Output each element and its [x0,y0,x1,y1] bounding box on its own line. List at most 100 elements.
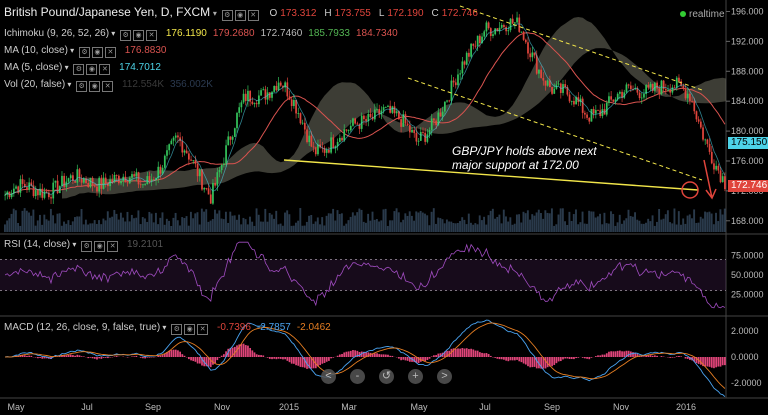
macd-hist-bar [704,357,707,367]
candle-body [533,52,536,56]
macd-hist-bar [343,352,346,357]
close-icon[interactable]: ✕ [197,324,209,335]
volume-bar [251,221,254,232]
candle-body [139,184,142,186]
candle-body [61,175,63,187]
candle-body [336,141,339,147]
settings-icon[interactable]: ⚙ [221,10,233,21]
macd-hist-bar [279,357,282,359]
macd-hist-bar [689,357,691,360]
symbol-title[interactable]: British Pound/Japanese Yen, D, FXCM [4,5,211,19]
legend-ichimoku[interactable]: Ichimoku (9, 26, 52, 26) ▾ ⚙ ◉ ✕ 176.1190 1… [4,28,398,41]
candle-body [441,111,444,117]
rsi-value: 19.2101 [126,239,164,250]
volume-bar [509,217,512,232]
macd-hist-bar [439,353,442,357]
reset-icon[interactable]: ↺ [379,369,394,384]
legend-macd[interactable]: MACD (12, 26, close, 9, false, true) ▾ ⚙… [4,322,331,335]
candle-body [671,87,674,93]
eye-icon[interactable]: ◉ [91,47,103,58]
close-icon[interactable]: ✕ [107,241,119,252]
macd-hist-bar [266,357,269,358]
close-icon[interactable]: ✕ [146,30,158,41]
legend-volume[interactable]: Vol (20, false) ▾ ⚙ ◉ ✕ 112.554K 356.002K [4,79,213,92]
zoom-in-icon[interactable]: + [408,369,423,384]
volume-bar [82,224,85,232]
eye-icon[interactable]: ◉ [86,64,98,75]
chevron-down-icon[interactable]: ▾ [160,323,167,332]
volume-bar [437,217,440,232]
close-icon[interactable]: ✕ [102,81,114,92]
legend-ma10[interactable]: MA (10, close) ▾ ⚙ ◉ ✕ 176.8830 [4,45,166,58]
macd-hist-bar [45,357,48,359]
volume-bar [505,216,507,232]
chevron-down-icon[interactable]: ▾ [212,9,217,18]
macd-hist-bar [437,353,440,357]
eye-icon[interactable]: ◉ [184,324,196,335]
macd-hist-bar [566,357,569,359]
legend-ma5[interactable]: MA (5, close) ▾ ⚙ ◉ ✕ 174.7012 [4,62,161,75]
volume-bar [270,214,273,232]
close-icon[interactable]: ✕ [104,47,116,58]
eye-icon[interactable]: ◉ [89,81,101,92]
volume-bar [349,216,352,232]
chevron-down-icon[interactable]: ▾ [65,80,72,89]
macd-hist-bar [363,351,365,357]
candle-body [231,136,234,140]
settings-icon[interactable]: ⚙ [81,241,93,252]
eye-icon[interactable]: ◉ [133,30,145,41]
candle-body [446,100,448,102]
chevron-down-icon[interactable]: ▾ [67,46,75,55]
chevron-down-icon[interactable]: ▾ [62,63,69,72]
close-icon[interactable]: ✕ [247,10,259,21]
candle-body [310,135,313,147]
settings-icon[interactable]: ⚙ [78,47,90,58]
chevron-down-icon[interactable]: ▾ [109,29,116,38]
eye-icon[interactable]: ◉ [234,10,246,21]
macd-hist-bar [356,350,359,357]
volume-values: 112.554K 356.002K [116,79,213,90]
volume-bar [100,224,103,232]
candle-body [15,186,17,189]
ma10-value: 176.8830 [124,45,167,56]
volume-bar [445,219,448,232]
macd-value: -2.0462 [296,322,331,333]
volume-bar [323,225,326,232]
candle-body [691,101,693,102]
settings-icon[interactable]: ⚙ [120,30,132,41]
x-tick-label: Nov [214,402,231,412]
price-tick-label: 192.000 [731,36,764,46]
ichimoku-cloud [62,17,726,199]
candle-body [96,186,98,192]
volume-bar [152,222,155,232]
zoom-out-icon[interactable]: - [350,369,365,384]
legend-rsi[interactable]: RSI (14, close) ▾ ⚙ ◉ ✕ 19.2101 [4,239,163,252]
macd-hist-bar [481,352,483,357]
candle-body [295,100,297,114]
candle-body [352,118,354,126]
volume-bar [515,214,518,232]
volume-bar [168,220,170,232]
settings-icon[interactable]: ⚙ [73,64,85,75]
candle-body [619,91,621,94]
macd-hist-bar [72,355,74,357]
volume-bar [400,222,402,232]
macd-histogram [6,343,726,369]
chevron-down-icon[interactable]: ▾ [70,240,77,249]
volume-value: 356.002K [170,79,213,90]
settings-icon[interactable]: ⚙ [76,81,88,92]
settings-icon[interactable]: ⚙ [171,324,183,335]
eye-icon[interactable]: ◉ [94,241,106,252]
scroll-right-icon[interactable]: > [437,369,452,384]
close-icon[interactable]: ✕ [99,64,111,75]
candle-body [63,175,66,187]
candle-body [293,100,295,107]
volume-bar [723,208,726,232]
candle-body [476,35,479,47]
volume-bar [163,224,166,232]
scroll-left-icon[interactable]: < [321,369,336,384]
volume-bar [157,224,160,232]
volume-bar [371,211,374,232]
macd-hist-bar [39,357,41,358]
